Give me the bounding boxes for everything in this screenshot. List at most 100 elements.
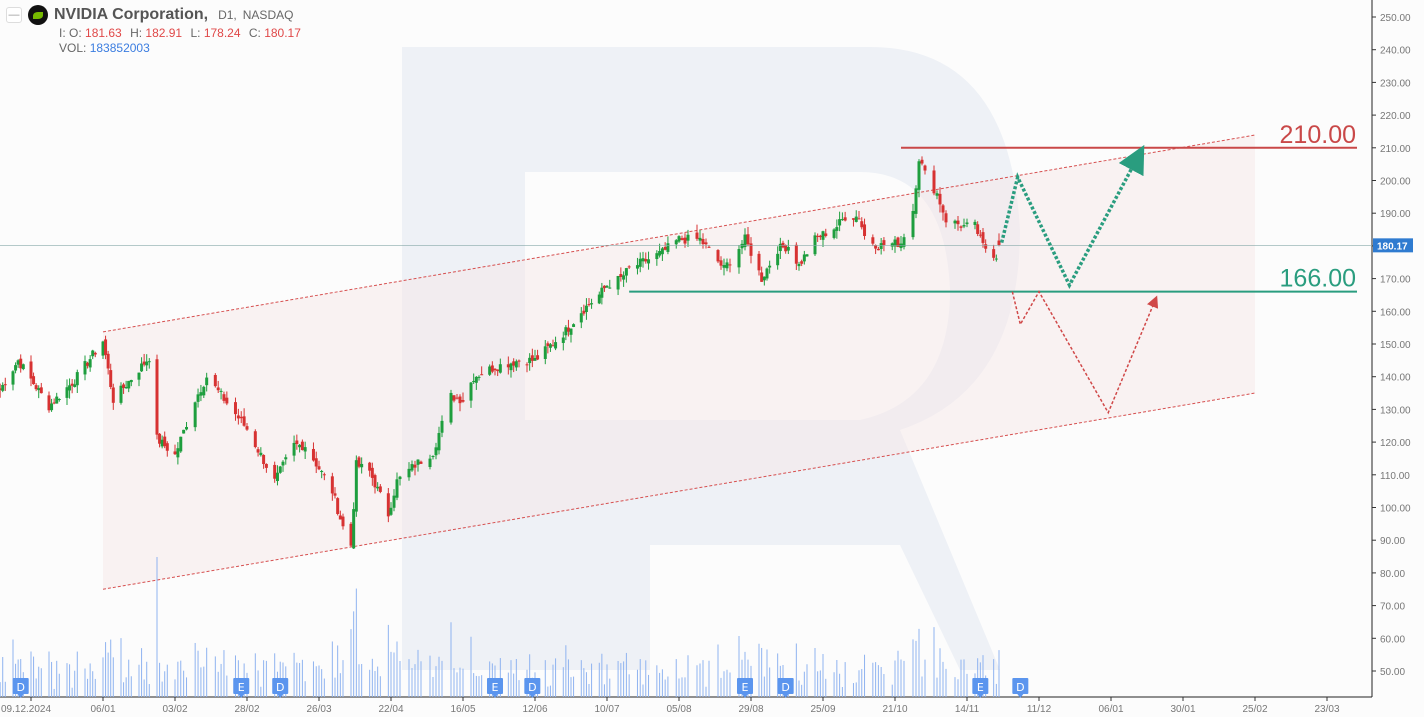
candle-body <box>784 245 788 252</box>
candle-body <box>882 240 886 246</box>
candle-body <box>182 429 186 434</box>
y-tick-label: 80.00 <box>1380 569 1405 580</box>
low-value: 178.24 <box>203 26 241 40</box>
candle-body <box>434 447 438 456</box>
candle-body <box>410 464 414 471</box>
candle-body <box>816 235 820 237</box>
candle-body <box>530 355 534 361</box>
candle-body <box>584 305 588 313</box>
candle-body <box>75 372 79 386</box>
candle-body <box>701 238 705 245</box>
dividend-event-marker[interactable]: D <box>777 678 794 698</box>
y-tick-label: 120.00 <box>1380 438 1411 449</box>
candle-body <box>284 457 288 460</box>
candle-body <box>935 193 939 196</box>
event-badge <box>777 678 794 694</box>
candle-body <box>29 361 33 379</box>
candle-body <box>543 346 547 359</box>
y-tick-label: 100.00 <box>1380 504 1411 515</box>
candle-body <box>890 243 894 247</box>
dividend-event-marker[interactable]: D <box>12 678 29 698</box>
candle-body <box>55 396 59 404</box>
bullish-scenario-arrow <box>999 144 1145 290</box>
candle-body <box>854 216 858 222</box>
x-tick-label: 22/04 <box>378 704 403 715</box>
y-tick-label: 190.00 <box>1380 209 1411 220</box>
earnings-event-marker[interactable]: E <box>737 678 753 698</box>
candle-body <box>1 384 5 391</box>
candle-body <box>757 253 761 271</box>
candle-body <box>455 397 459 399</box>
dividend-event-marker[interactable]: D <box>524 678 541 698</box>
candle-body <box>786 246 790 251</box>
candle-body <box>3 384 7 386</box>
candle-body <box>407 468 411 478</box>
candle-body <box>932 170 936 194</box>
earnings-event-marker[interactable]: E <box>487 678 503 698</box>
event-badge <box>233 678 250 694</box>
x-tick-label: 14/11 <box>955 704 980 715</box>
candle-body <box>278 466 282 473</box>
candle-body <box>311 448 315 461</box>
volume-value: 183852003 <box>89 41 150 55</box>
candle-body <box>835 227 839 231</box>
candle-body <box>740 243 744 249</box>
candle-body <box>879 243 883 249</box>
candle-body <box>902 237 906 247</box>
candle-body <box>222 394 226 401</box>
y-tick-label: 210.00 <box>1380 144 1411 155</box>
candle-body <box>533 358 537 361</box>
candle-body <box>893 239 897 247</box>
candle-body <box>765 268 769 279</box>
candle-body <box>65 387 69 398</box>
dividend-event-marker[interactable]: D <box>1012 678 1029 698</box>
y-tick-label: 130.00 <box>1380 405 1411 416</box>
candle-body <box>86 362 90 366</box>
candle-body <box>236 415 240 419</box>
candle-body <box>605 285 609 288</box>
candle-body <box>994 258 998 260</box>
candle-body <box>47 395 51 411</box>
earnings-event-marker[interactable]: E <box>233 678 250 698</box>
candle-body <box>437 433 441 451</box>
x-tick-label: 11/12 <box>1027 704 1052 715</box>
y-tick-label: 90.00 <box>1380 536 1405 547</box>
dividend-event-marker[interactable]: D <box>272 678 289 698</box>
candle-body <box>874 244 878 249</box>
candle-body <box>176 448 180 458</box>
earnings-event-marker[interactable]: E <box>972 678 989 698</box>
candle-body <box>349 523 353 546</box>
event-pointer <box>277 694 284 698</box>
candle-body <box>239 416 243 419</box>
candle-body <box>956 220 960 225</box>
candle-body <box>32 376 36 385</box>
x-tick-label: 09.12.2024 <box>1 704 51 715</box>
candle-body <box>160 439 164 447</box>
nvidia-logo-icon <box>28 5 48 25</box>
candle-body <box>914 188 918 214</box>
candle-body <box>413 464 417 468</box>
event-pointer <box>492 694 498 698</box>
candle-body <box>517 360 521 362</box>
candle-body <box>619 273 623 278</box>
chart-legend: — NVIDIA Corporation, D1, NASDAQ I: O: 1… <box>6 5 306 56</box>
candle-body <box>981 232 985 243</box>
candle-body <box>111 387 115 403</box>
candle-body <box>641 258 645 262</box>
watermark-logo <box>402 47 1020 670</box>
x-tick-label: 26/03 <box>306 704 331 715</box>
y-tick-label: 220.00 <box>1380 111 1411 122</box>
candle-body <box>509 363 513 371</box>
candle-body <box>122 384 126 388</box>
candle-body <box>202 386 206 396</box>
candle-body <box>179 436 183 452</box>
candle-body <box>624 268 628 276</box>
candle-body <box>39 387 43 394</box>
candle-body <box>944 213 948 223</box>
y-tick-label: 70.00 <box>1380 602 1405 613</box>
collapse-legend-button[interactable]: — <box>6 7 22 23</box>
candle-body <box>88 359 92 368</box>
candle-body <box>91 350 95 357</box>
candle-body <box>797 263 801 267</box>
